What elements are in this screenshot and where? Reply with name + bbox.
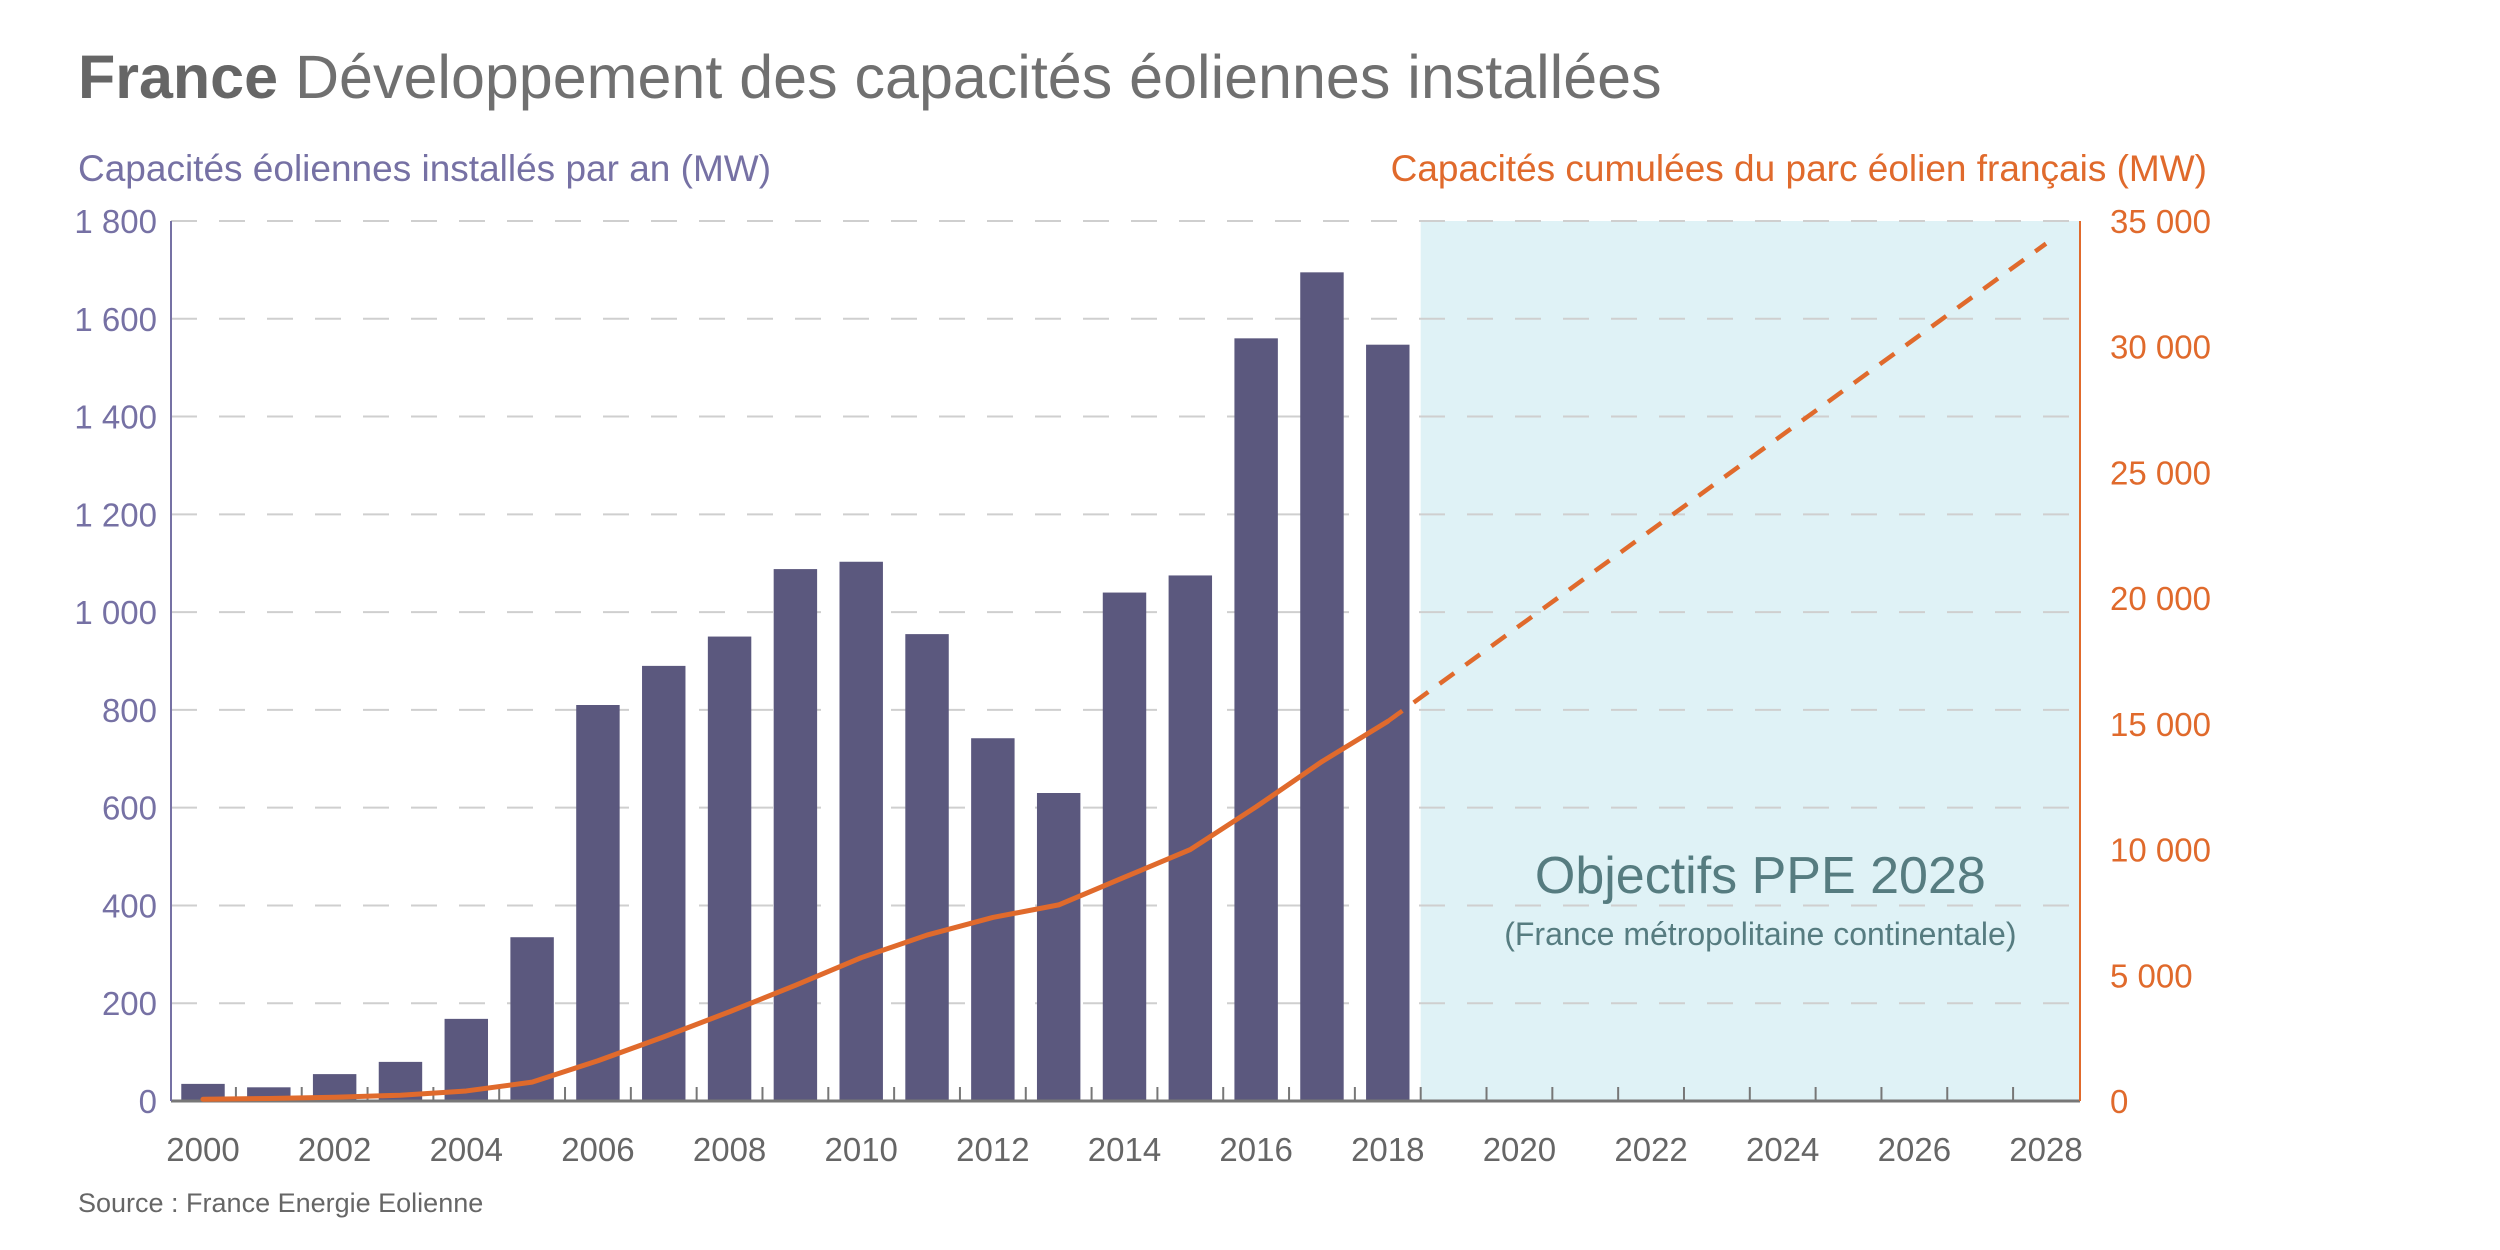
cumulative-line	[200, 718, 1391, 1102]
x-tick-label: 2024	[1746, 1131, 1819, 1168]
left-tick-label: 600	[102, 790, 157, 827]
bar-2013	[1036, 793, 1081, 1101]
right-tick-label: 15 000	[2110, 706, 2211, 743]
source-note: Source : France Energie Eolienne	[78, 1188, 484, 1218]
chart-title: France Développement des capacités éolie…	[78, 42, 1662, 112]
x-tick-label: 2010	[825, 1131, 898, 1168]
x-tick-label: 2016	[1219, 1131, 1292, 1168]
left-tick-label: 0	[139, 1083, 157, 1120]
left-axis-title: Capacités éoliennes installés par an (MW…	[78, 148, 772, 189]
bar-2009	[773, 569, 818, 1101]
x-tick-label: 2000	[166, 1131, 239, 1168]
x-tick-label: 2014	[1088, 1131, 1161, 1168]
right-tick-label: 35 000	[2110, 203, 2211, 240]
annotation-title: Objectifs PPE 2028	[1535, 847, 1986, 905]
left-tick-label: 400	[102, 887, 157, 924]
right-tick-label: 20 000	[2110, 580, 2211, 617]
bar-2017	[1300, 272, 1344, 1101]
x-tick-label: 2020	[1483, 1131, 1556, 1168]
x-tick-label: 2002	[298, 1131, 371, 1168]
projection-region	[1420, 221, 2080, 1101]
bar-2006	[576, 705, 620, 1101]
bar-2011	[905, 634, 949, 1101]
right-tick-label: 0	[2110, 1083, 2128, 1120]
x-tick-label: 2008	[693, 1131, 766, 1168]
projection-line	[1386, 241, 2048, 724]
bar-2007	[642, 665, 686, 1101]
x-tick-label: 2018	[1351, 1131, 1424, 1168]
title-text: Développement des capacités éoliennes in…	[295, 43, 1662, 111]
bar-2005	[510, 937, 554, 1101]
left-tick-label: 200	[102, 985, 157, 1022]
left-tick-label: 1 800	[74, 203, 157, 240]
left-tick-label: 1 200	[74, 496, 157, 533]
bar-2010	[839, 561, 883, 1101]
right-tick-label: 5 000	[2110, 957, 2193, 994]
title-country: France	[78, 43, 279, 111]
left-tick-label: 1 400	[74, 399, 157, 436]
bar-2016	[1234, 338, 1278, 1101]
right-tick-label: 10 000	[2110, 832, 2211, 869]
annotation-subtitle: (France métropolitaine continentale)	[1504, 916, 2016, 952]
x-tick-label: 2006	[561, 1131, 634, 1168]
right-tick-label: 30 000	[2110, 329, 2211, 366]
bar-2008	[707, 636, 752, 1101]
left-tick-label: 1 600	[74, 301, 157, 338]
left-tick-label: 1 000	[74, 594, 157, 631]
left-tick-label: 800	[102, 692, 157, 729]
x-tick-label: 2004	[430, 1131, 503, 1168]
x-tick-label: 2012	[956, 1131, 1029, 1168]
x-tick-label: 2028	[2009, 1131, 2082, 1168]
right-axis-title: Capacités cumulées du parc éolien frança…	[1390, 148, 2207, 189]
right-tick-label: 25 000	[2110, 454, 2211, 491]
bar-2014	[1102, 592, 1147, 1101]
x-tick-label: 2026	[1878, 1131, 1951, 1168]
x-tick-label: 2022	[1614, 1131, 1687, 1168]
